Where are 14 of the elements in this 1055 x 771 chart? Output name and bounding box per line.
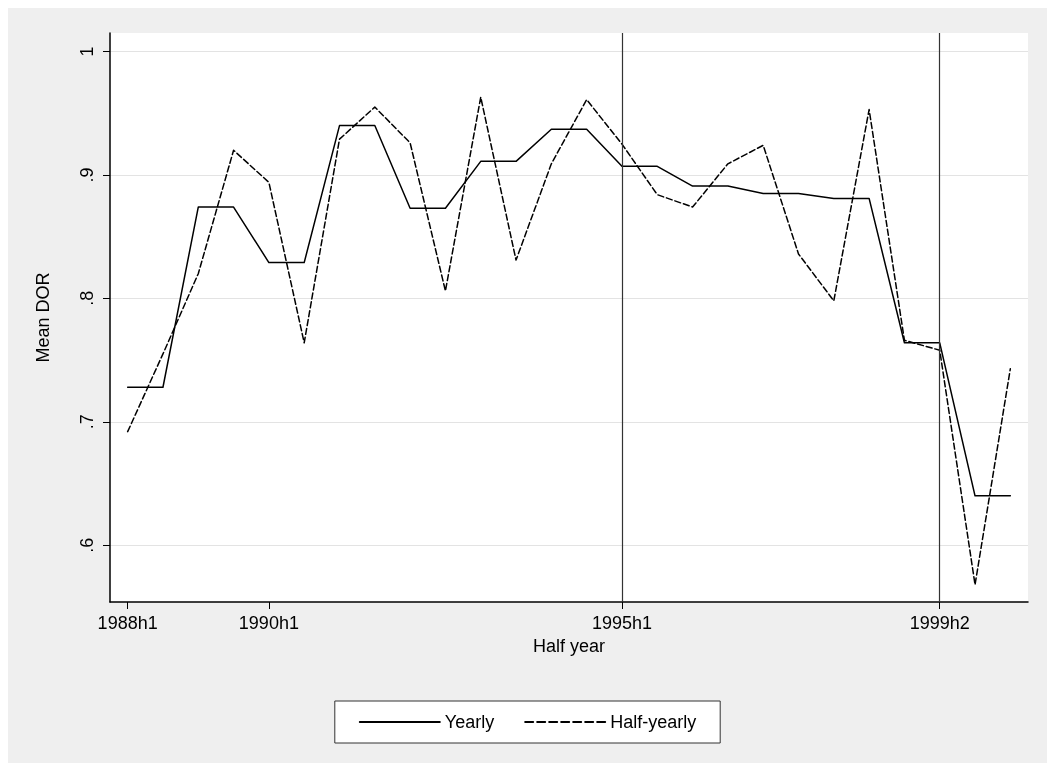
y-tick-label: .7 — [77, 414, 97, 430]
y-axis-title: Mean DOR — [33, 272, 53, 363]
y-tick-label: .8 — [77, 290, 97, 306]
y-tick-label: 1 — [77, 46, 97, 57]
legend-label: Yearly — [444, 712, 495, 732]
x-axis-title: Half year — [532, 635, 606, 656]
legend-label: Half-yearly — [610, 712, 697, 732]
line-series — [126, 96, 1012, 586]
x-tick-label: 1988h1 — [97, 613, 158, 633]
y-tick-label: .6 — [77, 537, 97, 553]
y-tick-label: .9 — [77, 167, 97, 183]
x-tick-label: 1990h1 — [238, 613, 299, 633]
x-tick-label: 1995h1 — [591, 613, 652, 633]
x-tick-label: 1999h2 — [909, 613, 970, 633]
